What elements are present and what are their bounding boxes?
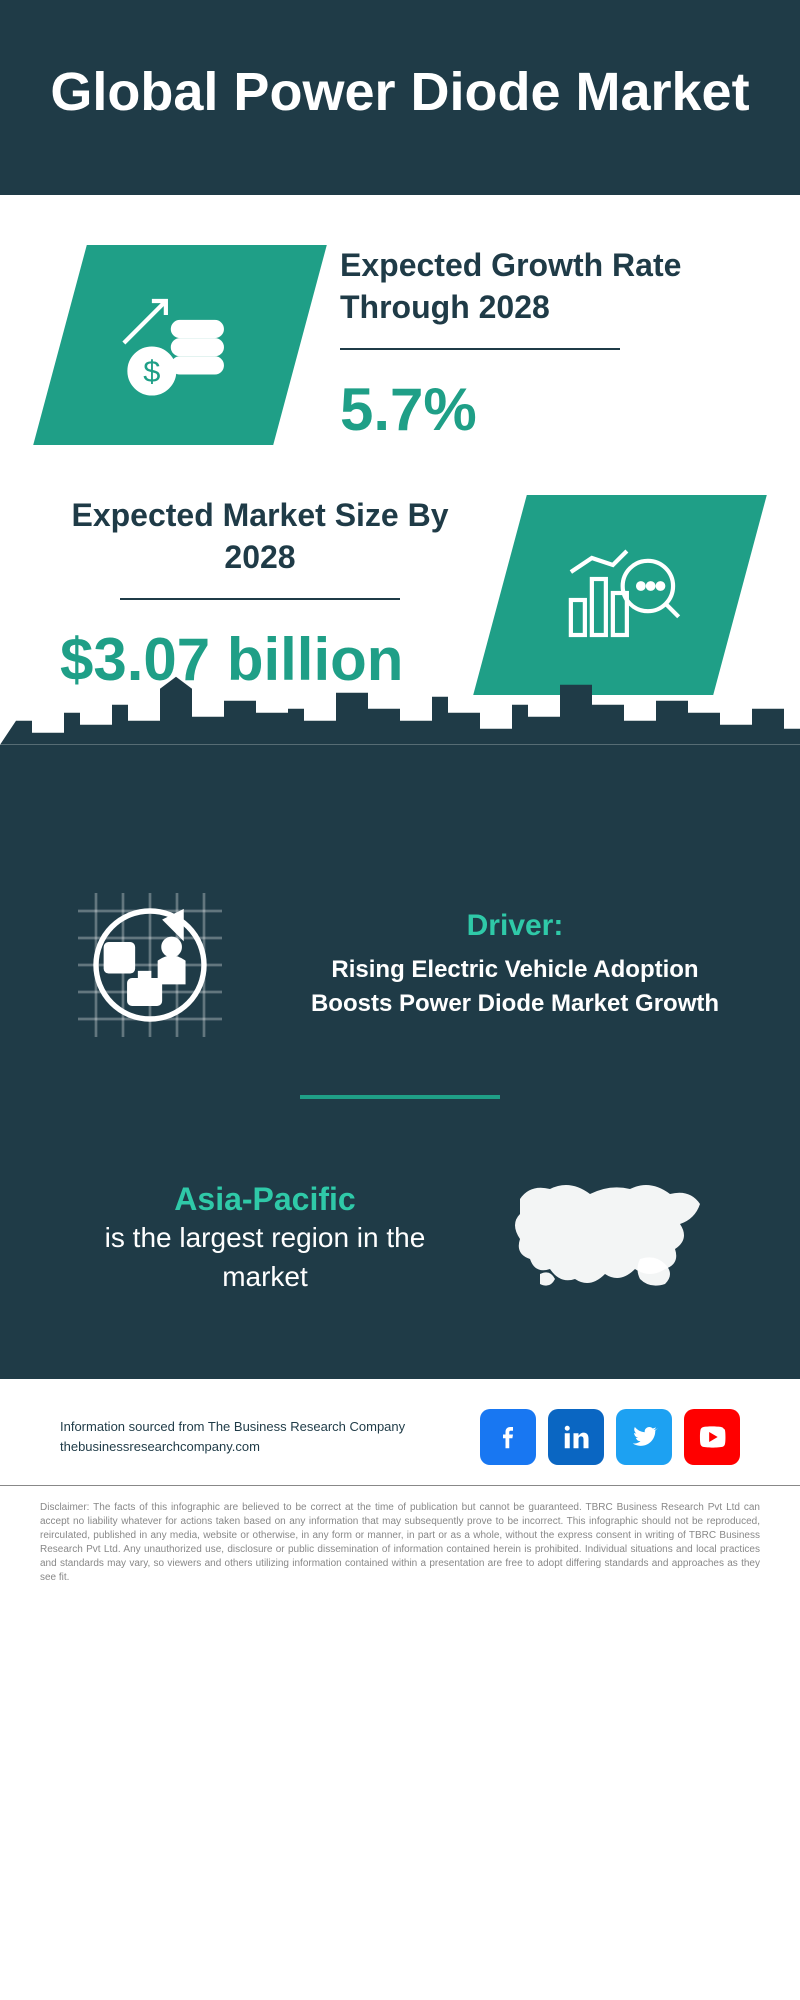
market-size-stat-text: Expected Market Size By 2028 $3.07 billi… xyxy=(60,495,460,694)
money-growth-icon: $ xyxy=(110,272,250,417)
driver-description: Rising Electric Vehicle Adoption Boosts … xyxy=(290,953,740,1020)
market-size-icon-panel xyxy=(473,495,767,695)
dark-section: Driver: Rising Electric Vehicle Adoption… xyxy=(0,865,800,1379)
region-highlight: Asia-Pacific xyxy=(80,1181,450,1218)
header: Global Power Diode Market xyxy=(0,0,800,195)
facebook-icon[interactable] xyxy=(480,1409,536,1465)
source-line-1: Information sourced from The Business Re… xyxy=(60,1417,405,1437)
skyline-graphic xyxy=(0,745,800,865)
twitter-icon[interactable] xyxy=(616,1409,672,1465)
teal-divider xyxy=(300,1095,500,1099)
world-map-icon xyxy=(500,1159,720,1319)
linkedin-icon[interactable] xyxy=(548,1409,604,1465)
market-size-label: Expected Market Size By 2028 xyxy=(60,495,460,578)
growth-label: Expected Growth Rate Through 2028 xyxy=(340,245,740,328)
driver-icon xyxy=(60,875,240,1055)
youtube-icon[interactable] xyxy=(684,1409,740,1465)
growth-stat-text: Expected Growth Rate Through 2028 5.7% xyxy=(340,245,740,444)
driver-label: Driver: xyxy=(290,909,740,943)
market-size-stat-section: Expected Market Size By 2028 $3.07 billi… xyxy=(0,475,800,715)
region-text: Asia-Pacific is the largest region in th… xyxy=(80,1181,450,1296)
divider xyxy=(340,348,620,350)
svg-text:$: $ xyxy=(143,353,160,388)
disclaimer-text: Disclaimer: The facts of this infographi… xyxy=(0,1486,800,1625)
growth-stat-section: $ Expected Growth Rate Through 2028 5.7% xyxy=(0,195,800,475)
analytics-icon xyxy=(550,522,690,667)
divider xyxy=(120,598,400,600)
growth-icon-panel: $ xyxy=(33,245,327,445)
growth-value: 5.7% xyxy=(340,375,740,444)
footer: Information sourced from The Business Re… xyxy=(0,1379,800,1486)
footer-source: Information sourced from The Business Re… xyxy=(60,1417,405,1456)
source-line-2: thebusinessresearchcompany.com xyxy=(60,1437,405,1457)
social-icons xyxy=(480,1409,740,1465)
region-row: Asia-Pacific is the largest region in th… xyxy=(60,1159,740,1319)
page-title: Global Power Diode Market xyxy=(40,60,760,125)
region-description: is the largest region in the market xyxy=(80,1218,450,1296)
driver-row: Driver: Rising Electric Vehicle Adoption… xyxy=(60,875,740,1055)
driver-text: Driver: Rising Electric Vehicle Adoption… xyxy=(290,909,740,1020)
market-size-value: $3.07 billion xyxy=(60,625,460,694)
